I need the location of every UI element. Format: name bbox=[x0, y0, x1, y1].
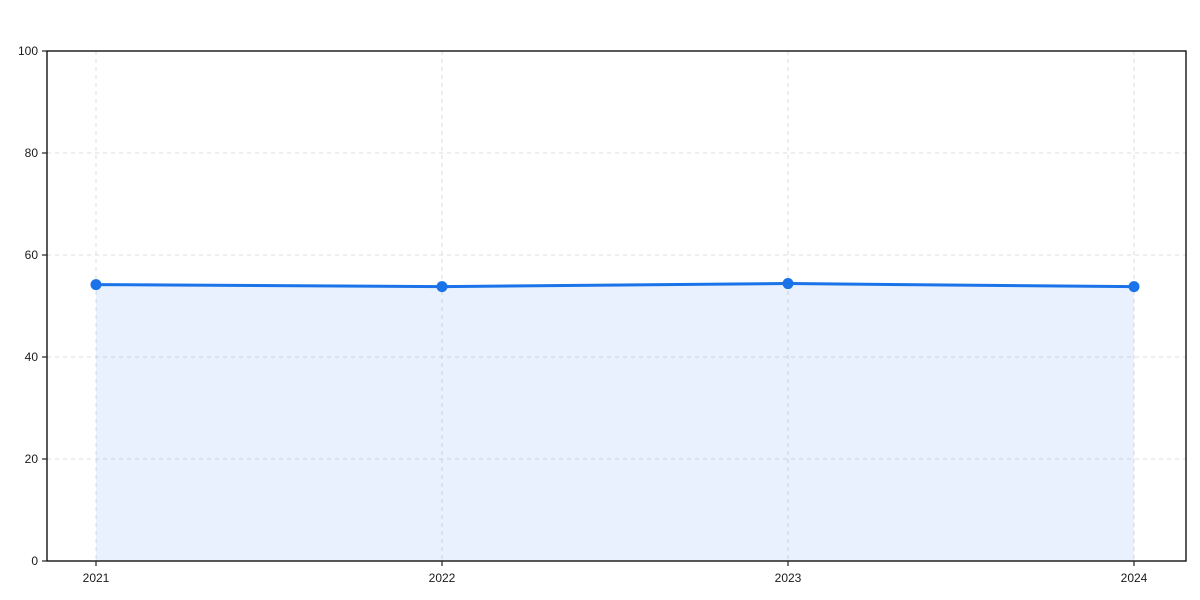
x-tick-label: 2021 bbox=[83, 571, 110, 585]
x-tick-label: 2023 bbox=[775, 571, 802, 585]
plot-frame bbox=[46, 50, 1187, 562]
y-tick-label: 100 bbox=[18, 44, 38, 58]
data-point-2022 bbox=[436, 281, 448, 293]
y-tick-label: 60 bbox=[25, 248, 39, 262]
y-tick-label: 40 bbox=[25, 350, 39, 364]
y-tick-label: 80 bbox=[25, 146, 39, 160]
y-tick-label: 20 bbox=[25, 452, 39, 466]
x-tick-label: 2022 bbox=[429, 571, 456, 585]
y-tick-label: 0 bbox=[31, 554, 38, 568]
data-point-2024 bbox=[1128, 281, 1140, 293]
trend-line bbox=[94, 282, 1136, 289]
area-fill bbox=[96, 283, 1134, 561]
data-point-2021 bbox=[90, 279, 102, 291]
data-point-2023 bbox=[782, 278, 794, 290]
x-tick-label: 2024 bbox=[1121, 571, 1148, 585]
